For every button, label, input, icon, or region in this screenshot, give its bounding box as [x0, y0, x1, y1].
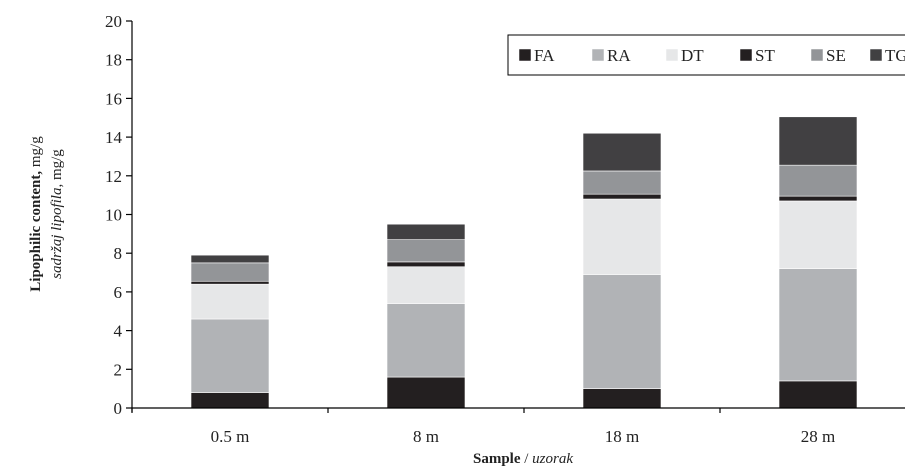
bar-segment-fa: [778, 380, 858, 409]
legend-swatch-tg: [869, 48, 883, 62]
bar-segment-se: [386, 239, 466, 263]
y-tick-label: 8: [114, 244, 123, 263]
bar-segment-dt: [778, 200, 858, 269]
y-tick-label: 20: [105, 12, 122, 31]
bar-segment-ra: [778, 268, 858, 382]
y-axis-title-unit: mg/g: [28, 136, 44, 167]
bar-segment-st: [582, 193, 662, 200]
legend-swatch-se: [810, 48, 824, 62]
y-tick-label: 10: [105, 206, 122, 225]
y-tick-label: 2: [114, 360, 123, 379]
bars-layer: [190, 116, 858, 409]
y-tick-label: 0: [114, 399, 123, 418]
bar-segment-st: [386, 261, 466, 268]
bar-segment-st: [190, 280, 270, 285]
y-axis-title: Lipophilic content, mg/g: [28, 136, 44, 292]
axes-layer: 0 2 4 6 8 10 12 14 16 18 20 0.5 m 8 m 18 m 28 m: [105, 12, 905, 446]
legend-swatch-st: [739, 48, 753, 62]
bar-segment-tg: [778, 116, 858, 166]
bar-segment-ra: [190, 318, 270, 393]
x-tick-label: 0.5 m: [211, 427, 250, 446]
bar-segment-fa: [190, 392, 270, 409]
y-tick-label: 4: [114, 322, 123, 341]
bar-segment-fa: [582, 388, 662, 409]
y-tick-label: 18: [105, 51, 122, 70]
y-axis-title-secondary: sadržaj lipofila, mg/g: [49, 149, 65, 279]
bar-segment-fa: [386, 376, 466, 409]
y-tick-label: 14: [105, 128, 123, 147]
bar-segment-ra: [386, 303, 466, 378]
bar-segment-tg: [582, 132, 662, 172]
bar-segment-se: [778, 164, 858, 197]
y-tick-label: 16: [105, 89, 122, 108]
y-tick-label: 12: [105, 167, 122, 186]
x-tick-label: 8 m: [413, 427, 439, 446]
legend-label-ra: RA: [607, 46, 631, 65]
x-tick-label: 28 m: [801, 427, 835, 446]
x-axis-title: Sample / uzorak: [473, 451, 573, 467]
x-tick-label: 18 m: [605, 427, 639, 446]
legend-swatch-dt: [665, 48, 679, 62]
x-axis-title-bold: Sample: [473, 451, 521, 467]
legend-label-st: ST: [755, 46, 775, 65]
bar-segment-dt: [190, 283, 270, 320]
bar-segment-ra: [582, 274, 662, 389]
y-tick-label: 6: [114, 283, 123, 302]
bar-segment-tg: [386, 223, 466, 240]
legend-swatch-fa: [518, 48, 532, 62]
y-axis-title-italic: sadržaj lipofila,: [49, 184, 65, 279]
legend-label-se: SE: [826, 46, 846, 65]
legend: FA RA DT ST SE TG: [507, 34, 905, 76]
x-axis-title-sep: /: [524, 451, 529, 467]
bar-segment-tg: [190, 254, 270, 264]
legend-swatch-ra: [591, 48, 605, 62]
bar-segment-dt: [582, 198, 662, 275]
y-axis-title-italic-unit: mg/g: [49, 149, 65, 180]
legend-label-fa: FA: [534, 46, 555, 65]
legend-label-tg: TG: [885, 46, 905, 65]
bar-segment-dt: [386, 266, 466, 304]
legend-box: [507, 34, 905, 76]
y-axis-title-bold: Lipophilic content,: [28, 171, 44, 292]
x-axis-title-italic: uzorak: [532, 451, 573, 467]
bar-segment-se: [190, 262, 270, 282]
bar-segment-st: [778, 195, 858, 202]
legend-label-dt: DT: [681, 46, 704, 65]
bar-segment-se: [582, 170, 662, 195]
